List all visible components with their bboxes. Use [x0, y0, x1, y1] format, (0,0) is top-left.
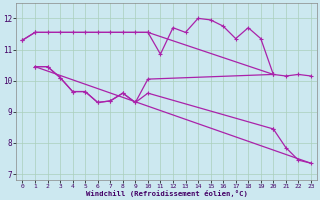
X-axis label: Windchill (Refroidissement éolien,°C): Windchill (Refroidissement éolien,°C)	[86, 190, 248, 197]
